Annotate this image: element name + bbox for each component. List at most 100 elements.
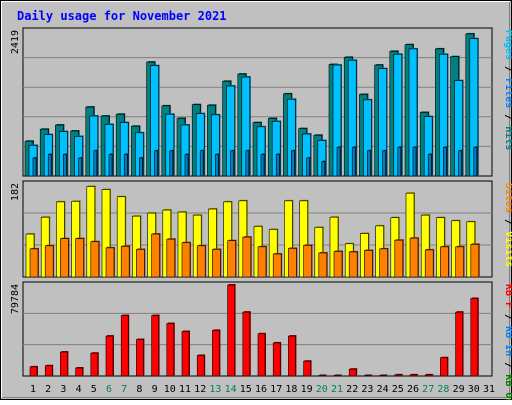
sites-bar: [470, 243, 480, 278]
pages-bar: [230, 150, 234, 177]
pages-bar: [351, 146, 356, 177]
sites-bar: [242, 236, 252, 278]
legend-separator: /: [503, 308, 512, 326]
sites-bar: [29, 248, 39, 278]
kbf-bar: [136, 339, 144, 377]
day-label: 20: [316, 384, 328, 395]
legend-item: Visits: [503, 231, 512, 267]
sites-bar: [318, 252, 328, 278]
day-label: 21: [331, 384, 343, 395]
sites-bar: [90, 241, 100, 278]
kbytes-plot-area: [22, 281, 493, 377]
kbytes-panel: 79784 KB F / KB In / KB Out: [10, 281, 512, 405]
day-label: 19: [301, 384, 313, 395]
day-label: 26: [407, 384, 419, 395]
sites-bar: [196, 245, 206, 278]
kbf-bar: [90, 352, 99, 377]
hits-max-label: 2419: [10, 30, 21, 54]
pages-bar: [108, 154, 113, 177]
kbf-bar: [394, 374, 403, 377]
kbf-bar: [318, 375, 327, 377]
kbf-bar: [455, 311, 463, 377]
kbf-bar: [75, 367, 83, 377]
day-label: 6: [106, 384, 112, 395]
sites-bar: [364, 250, 373, 278]
sites-bar: [44, 245, 54, 278]
x-axis-day-labels: 1 2 3 4 5 6 7 8 9 10 11 12 13 14 15 16 17 18 19 20 21 22 23 24 2…: [30, 384, 495, 395]
legend-separator: /: [503, 213, 512, 231]
sites-bar: [440, 246, 449, 278]
kbytes-legend: KB F / KB In / KB Out: [503, 284, 512, 400]
kbf-bar: [44, 365, 53, 377]
visits-legend: Sites / Visits: [503, 183, 512, 267]
day-label: 17: [270, 384, 282, 395]
pages-bar: [47, 154, 52, 177]
kbf-bar-shadow: [335, 374, 342, 375]
kbf-bar-shadow: [319, 374, 327, 375]
day-label: 23: [361, 384, 373, 395]
pages-bar: [412, 146, 417, 177]
pages-bar: [245, 150, 250, 177]
pages-bar: [63, 154, 67, 177]
kbf-bar: [288, 335, 296, 377]
sites-bar: [288, 248, 297, 278]
kbf-bar: [105, 335, 114, 377]
legend-item: Pages: [503, 30, 512, 60]
sites-bar: [151, 233, 160, 278]
kbf-bar: [120, 315, 129, 377]
hits-legend: Pages / Files / Hits: [503, 30, 512, 150]
pages-bar: [291, 150, 295, 177]
kbf-bar: [470, 298, 479, 377]
pages-bar: [275, 154, 280, 177]
pages-bar: [473, 146, 478, 177]
kbf-bar-shadow: [426, 373, 434, 375]
pages-bar: [154, 150, 158, 177]
day-label: 3: [60, 384, 66, 395]
pages-bar: [123, 154, 128, 177]
day-label: 22: [346, 384, 358, 395]
sites-bar: [455, 246, 464, 278]
sites-bar: [379, 248, 388, 278]
sites-bar: [120, 246, 130, 278]
day-label: 28: [437, 384, 449, 395]
kbf-bar: [212, 330, 220, 377]
kbf-bar: [29, 366, 38, 377]
kbf-bar-shadow: [411, 373, 418, 375]
pages-bar: [397, 146, 402, 177]
day-label: 18: [285, 384, 297, 395]
day-label: 2: [45, 384, 51, 395]
kbf-bar: [181, 331, 190, 377]
sites-bar: [105, 247, 115, 278]
kbf-bar-shadow: [380, 374, 388, 375]
day-label: 1: [30, 384, 36, 395]
kbf-bar: [242, 311, 251, 377]
sites-bar: [409, 237, 419, 278]
visits-max-label: 182: [10, 183, 21, 201]
pages-bar: [215, 154, 219, 177]
legend-item: Hits: [503, 126, 512, 150]
sites-bar: [424, 249, 434, 278]
day-label: 11: [179, 384, 191, 395]
day-label: 14: [225, 384, 237, 395]
sites-bar: [212, 249, 221, 278]
pages-bar: [382, 150, 386, 177]
kbf-bar: [409, 374, 418, 377]
kbf-bar: [424, 374, 433, 377]
sites-bar: [333, 251, 343, 278]
kbf-bar-shadow: [395, 373, 403, 375]
sites-bar: [303, 245, 312, 278]
day-label: 27: [422, 384, 434, 395]
legend-separator: /: [503, 108, 512, 126]
sites-bar: [394, 239, 404, 278]
legend-item: Sites: [503, 183, 512, 213]
pages-bar: [336, 146, 341, 177]
pages-bar: [306, 157, 310, 177]
day-label: 13: [209, 384, 221, 395]
hits-panel: 2419 Pages / Files / Hits: [10, 27, 512, 177]
pages-bar: [458, 150, 462, 177]
legend-item: KB F: [503, 284, 512, 308]
kbf-bar: [364, 375, 372, 377]
kbf-bar: [151, 315, 159, 377]
pages-bar: [443, 146, 447, 177]
